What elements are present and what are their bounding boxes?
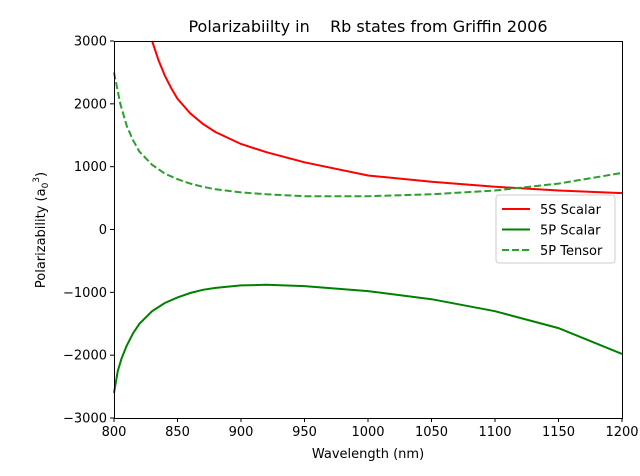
y-tick-label: 3000 xyxy=(74,35,107,50)
x-axis-label: Wavelength (nm) xyxy=(312,447,424,462)
y-tick-label: −2000 xyxy=(63,349,107,364)
x-tick-label: 1000 xyxy=(351,425,384,440)
y-tick-label: 2000 xyxy=(74,97,107,112)
x-tick-label: 1150 xyxy=(542,425,575,440)
y-axis-label: Polarizability (a03) xyxy=(32,172,51,288)
y-axis-label-sub: 0 xyxy=(41,182,51,188)
x-tick-label: 1050 xyxy=(415,425,448,440)
y-tick-label: −1000 xyxy=(63,286,107,301)
y-axis-label-sup: 3 xyxy=(32,177,42,183)
series-line-5p-scalar xyxy=(113,283,623,394)
legend-box xyxy=(495,194,616,264)
plot-lines xyxy=(113,40,623,394)
x-tick-label: 800 xyxy=(102,425,127,440)
y-axis-label-close: ) xyxy=(34,172,49,177)
series-line-5p-tensor xyxy=(113,72,623,198)
y-axis: −3000 −2000 −1000 0 1000 2000 3000 xyxy=(63,35,114,427)
series-line-5s-scalar xyxy=(151,40,623,195)
legend: 5S Scalar 5P Scalar 5P Tensor xyxy=(495,194,616,264)
x-tick-label: 1100 xyxy=(478,425,511,440)
x-tick-label: 900 xyxy=(229,425,254,440)
y-tick-label: 1000 xyxy=(74,160,107,175)
x-tick-label: 1200 xyxy=(605,425,638,440)
x-tick-label: 950 xyxy=(292,425,317,440)
legend-label: 5P Tensor xyxy=(540,244,603,259)
legend-label: 5S Scalar xyxy=(540,203,602,218)
chart-title: Polarizabiilty in Rb states from Griffin… xyxy=(188,17,547,36)
x-axis: 800 850 900 950 1000 1050 1100 1150 1200 xyxy=(102,418,639,440)
legend-label: 5P Scalar xyxy=(540,224,601,239)
y-axis-label-main: Polarizability (a xyxy=(34,188,49,288)
y-tick-label: −3000 xyxy=(63,412,107,427)
x-tick-label: 850 xyxy=(165,425,190,440)
y-tick-label: 0 xyxy=(99,223,107,238)
